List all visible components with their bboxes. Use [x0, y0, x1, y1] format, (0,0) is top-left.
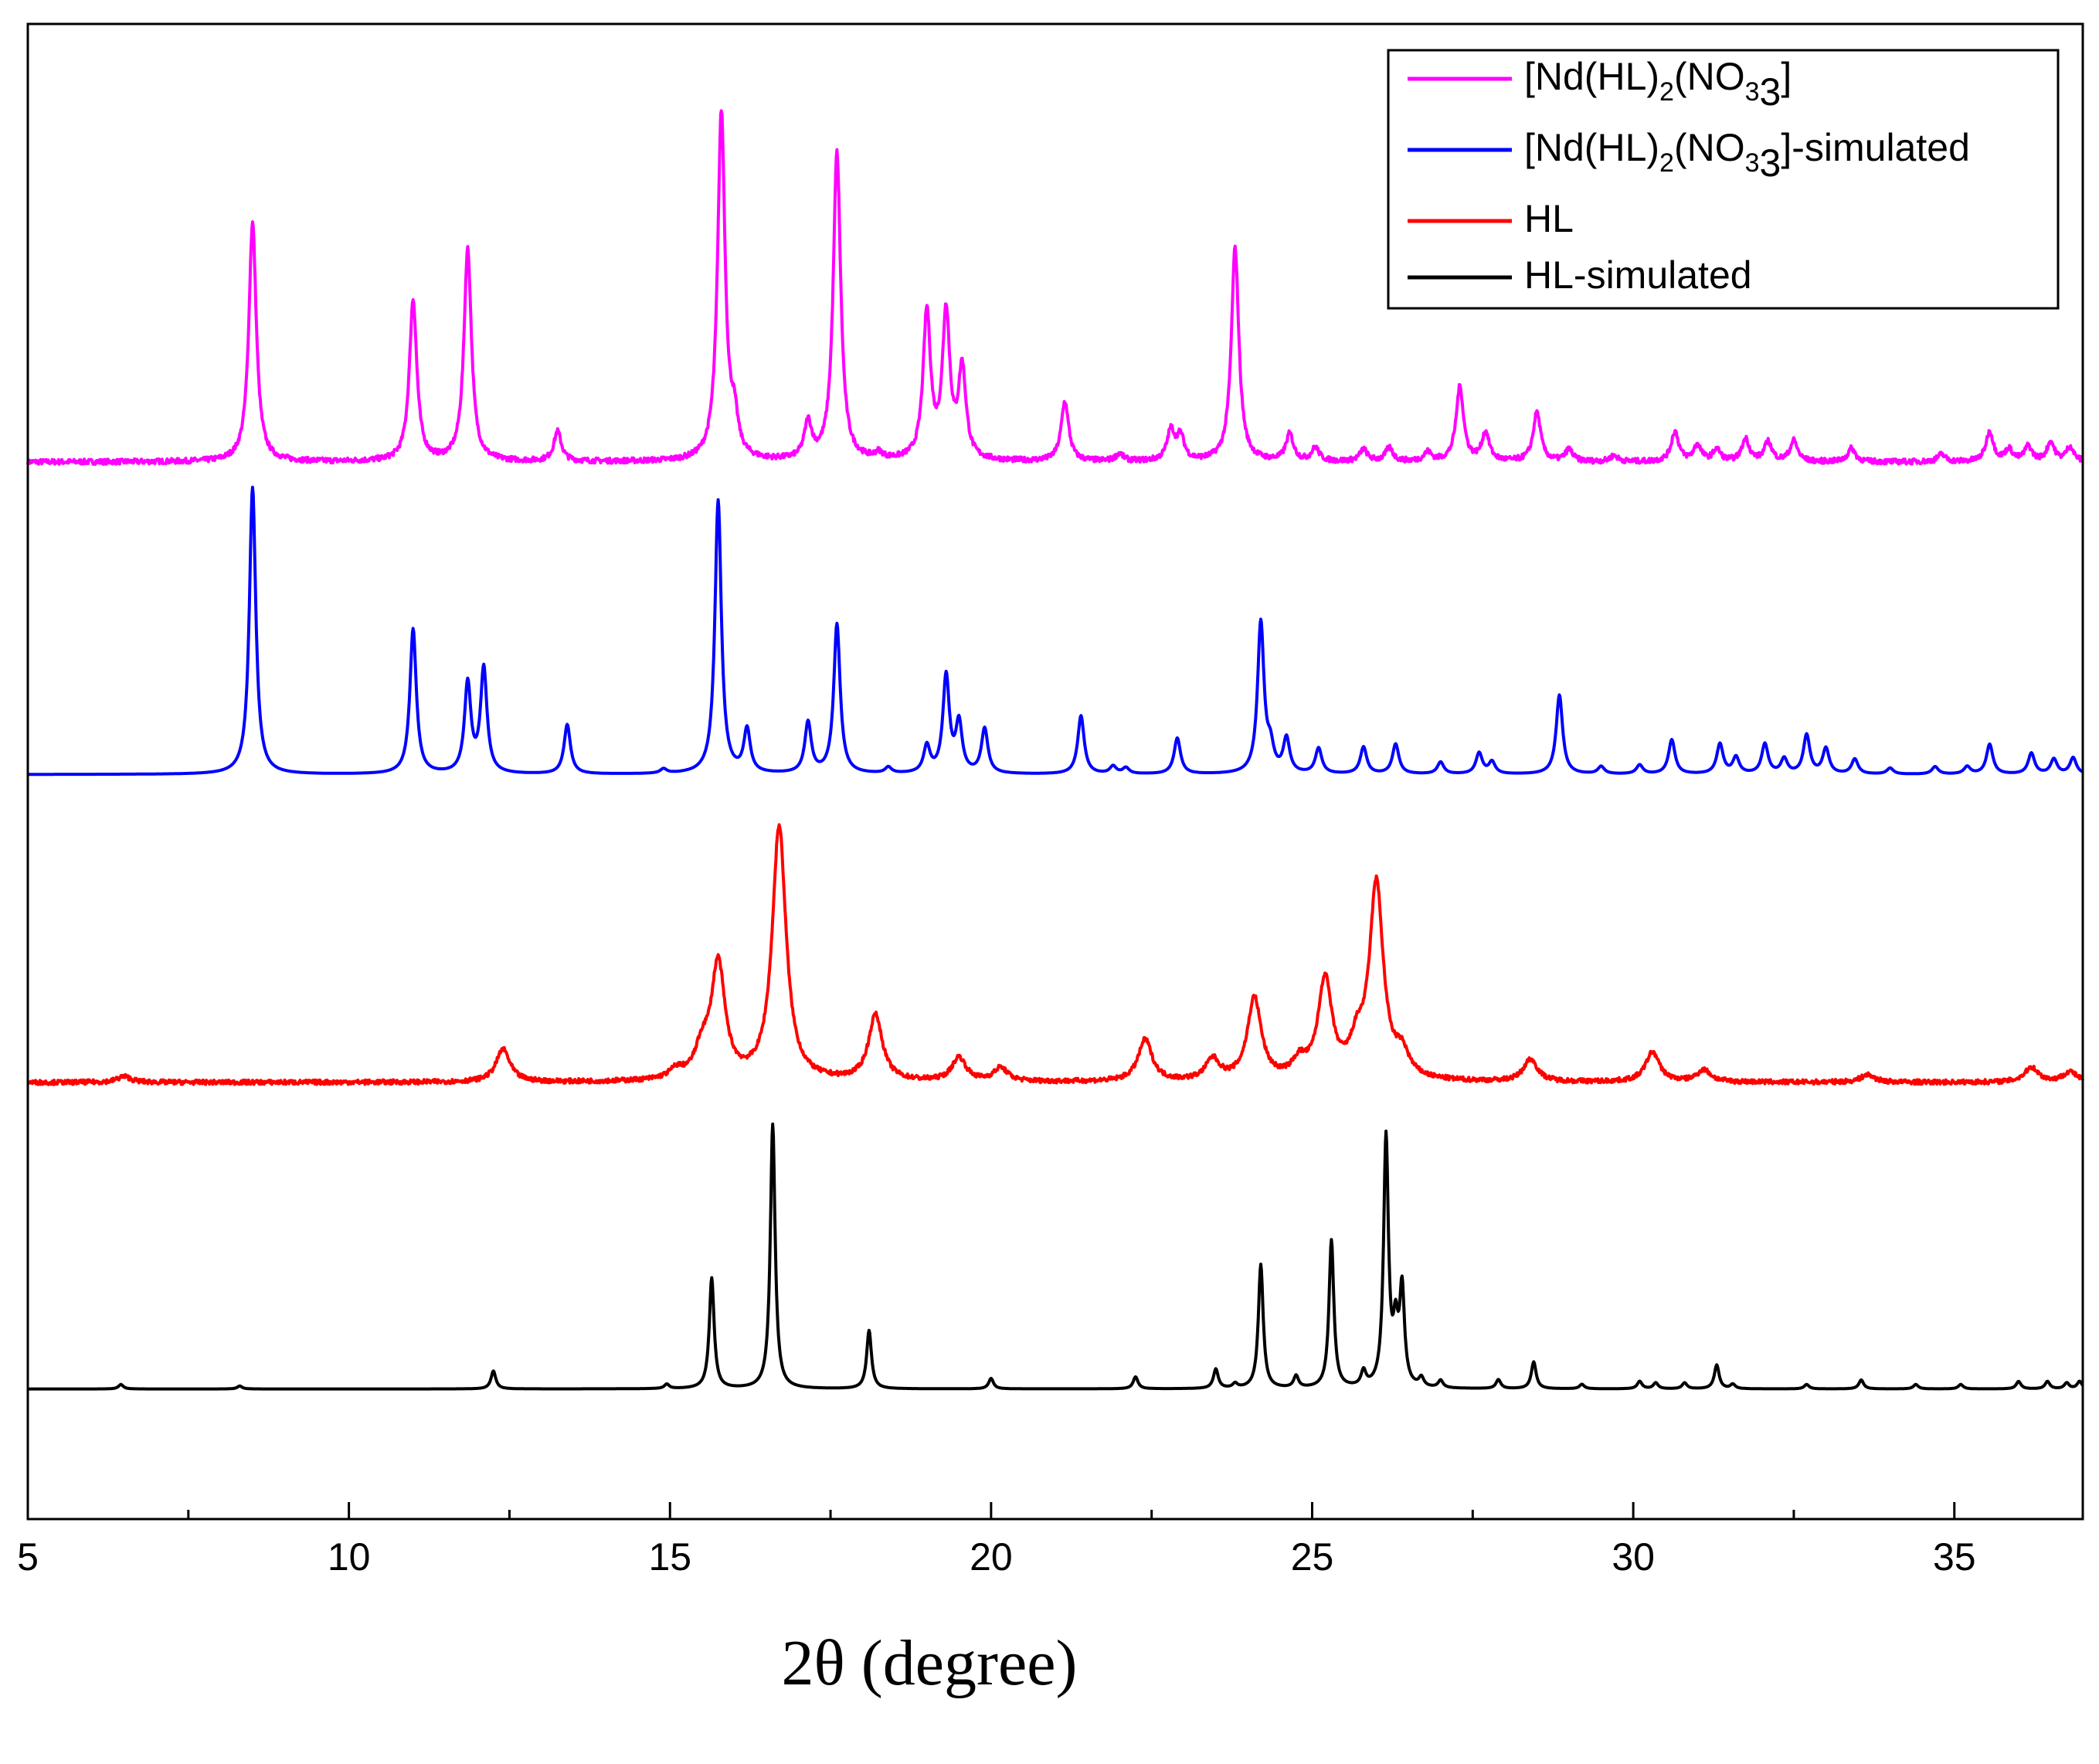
plot-frame: [26, 22, 2084, 1521]
series-line-0: [26, 109, 2084, 466]
series-layer: [26, 109, 2084, 1391]
legend-label-0: [Nd(HL)2(NO33]: [1524, 55, 1792, 114]
x-tick-label: 30: [1612, 1535, 1655, 1579]
legend-entries: [Nd(HL)2(NO33] [Nd(HL)2(NO33]-simulated HL…: [1408, 55, 1970, 297]
legend-label-3: HL-simulated: [1524, 253, 1752, 297]
legend-label-2: HL: [1524, 197, 1574, 240]
series-line-1: [26, 485, 2084, 777]
x-tick-label: 5: [17, 1535, 39, 1579]
x-axis-title: 2θ (degree): [781, 1627, 1077, 1699]
x-tick-label: 25: [1291, 1535, 1334, 1579]
x-tick-label: 15: [648, 1535, 691, 1579]
series-line-3: [26, 1122, 2084, 1391]
x-tick-label: 35: [1933, 1535, 1976, 1579]
x-tick-label: 20: [970, 1535, 1013, 1579]
legend: [Nd(HL)2(NO33] [Nd(HL)2(NO33]-simulated HL…: [1387, 49, 2060, 310]
legend-box: [1387, 49, 2060, 310]
legend-label-1: [Nd(HL)2(NO33]-simulated: [1524, 126, 1970, 185]
x-axis-ticks: 5 10 15 20 25 30 35: [17, 1502, 1976, 1579]
series-line-2: [26, 823, 2084, 1086]
x-tick-label: 10: [328, 1535, 371, 1579]
